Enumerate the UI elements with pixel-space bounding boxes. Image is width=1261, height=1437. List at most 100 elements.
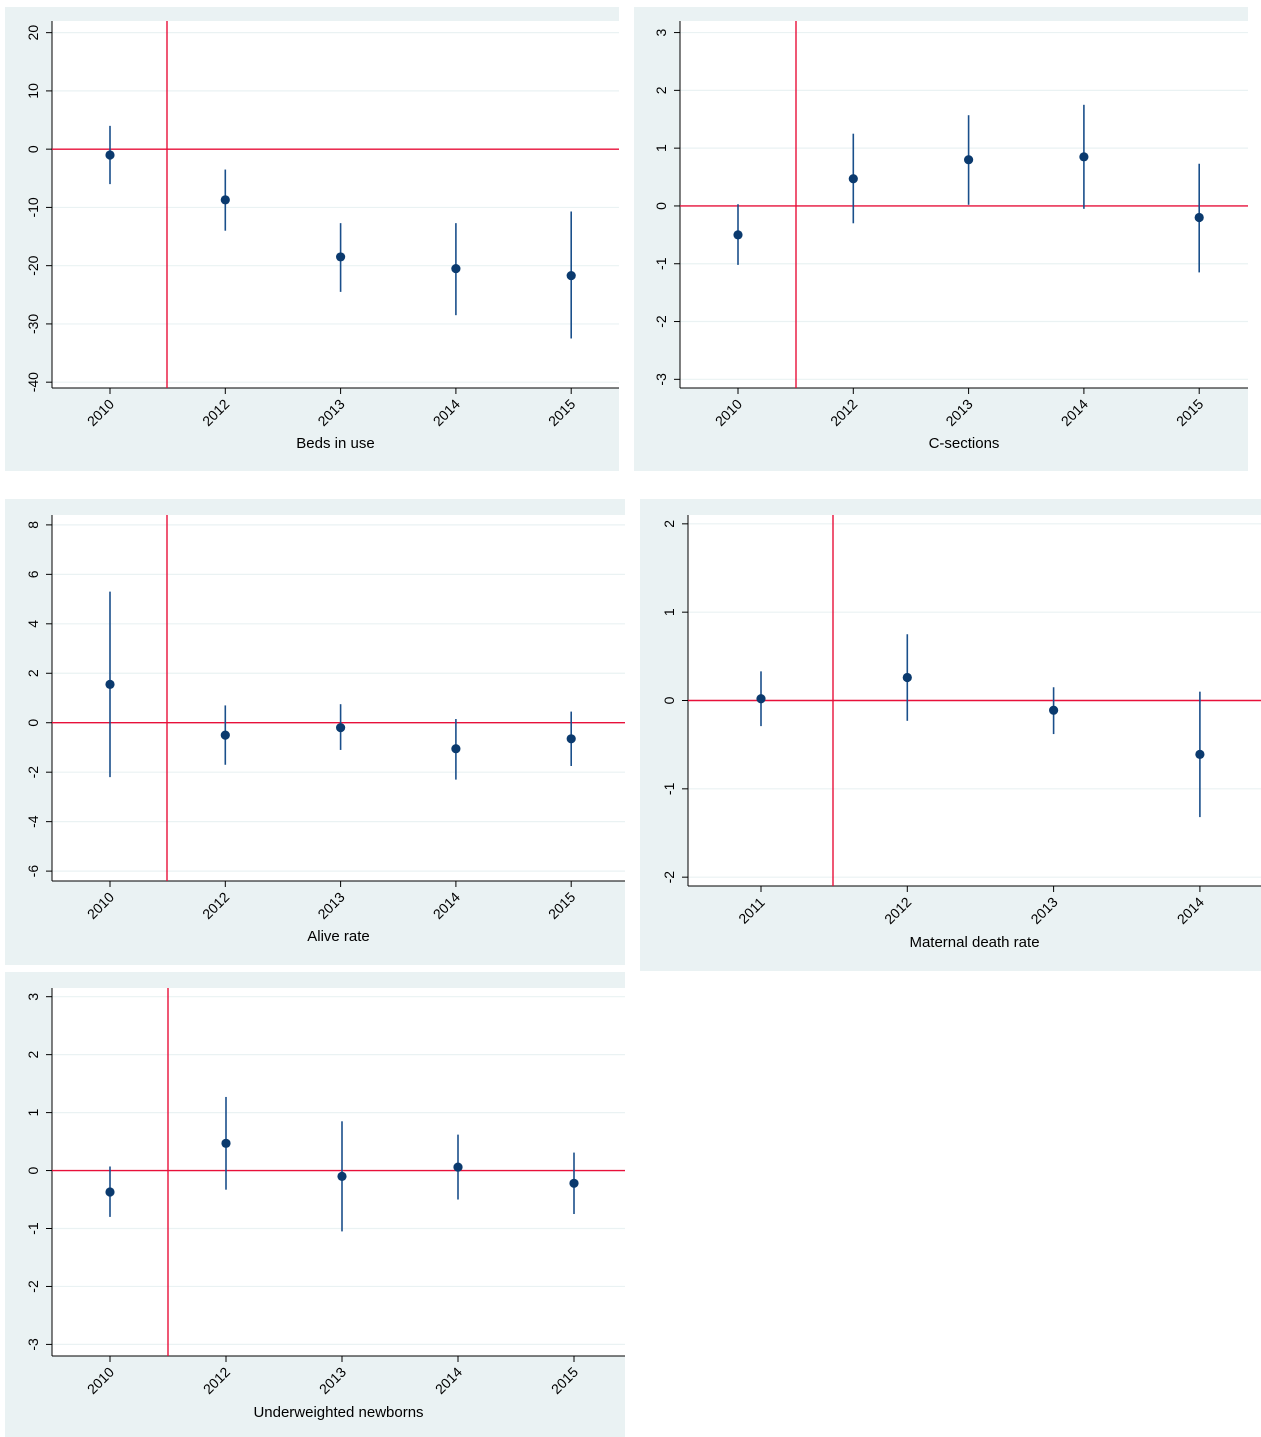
panel-beds-in-use: 20 10 0 -10 -20 -30 -40 2010 2012 2013 2014 2015 Bed… — [5, 7, 619, 471]
x-tick-label: 2014 — [1058, 396, 1091, 429]
y-tick-label: 0 — [653, 202, 669, 210]
point-estimate — [105, 1187, 115, 1197]
y-tick-label: 0 — [661, 696, 677, 704]
point-estimate — [1079, 152, 1089, 162]
panel-c-sections: 3 2 1 0 -1 -2 -3 2010 2012 2013 2014 2015 C-sections — [634, 7, 1248, 471]
x-tick-label: 2010 — [84, 889, 117, 922]
point-estimate — [336, 723, 346, 733]
y-tick-label: -4 — [25, 815, 41, 828]
point-estimate — [848, 174, 858, 184]
y-tick-label: -1 — [653, 257, 669, 270]
x-axis-label: C-sections — [929, 435, 1000, 452]
point-estimate — [451, 263, 461, 274]
y-tick-label: 3 — [25, 993, 41, 1001]
point-estimate — [566, 270, 576, 281]
chart-c-sections: 3 2 1 0 -1 -2 -3 2010 2012 2013 2014 2015 C-sections — [653, 21, 1248, 452]
point-estimate — [453, 1162, 463, 1172]
x-tick-label: 2014 — [430, 889, 463, 922]
y-tick-label: -3 — [653, 373, 669, 386]
x-axis-label: Alive rate — [307, 928, 370, 945]
x-axis-label: Beds in use — [296, 435, 374, 452]
x-tick-label: 2014 — [430, 396, 463, 429]
point-estimate — [566, 734, 576, 744]
y-tick-label: 20 — [25, 25, 41, 41]
x-tick-label: 2013 — [314, 396, 347, 429]
y-tick-label: -2 — [661, 871, 677, 884]
x-tick-label: 2011 — [735, 894, 768, 927]
y-tick-label: 4 — [25, 620, 41, 628]
y-tick-label: 0 — [25, 1166, 41, 1174]
y-tick-label: 10 — [25, 83, 41, 99]
y-tick-label: -40 — [25, 372, 41, 392]
y-tick-label: -2 — [653, 315, 669, 328]
point-estimate — [733, 230, 743, 240]
y-tick-label: 1 — [661, 608, 677, 616]
y-tick-label: -2 — [25, 766, 41, 779]
plot-area — [52, 988, 625, 1356]
y-tick-label: 0 — [25, 719, 41, 727]
x-tick-label: 2013 — [1027, 894, 1060, 927]
x-tick-label: 2015 — [1173, 396, 1206, 429]
x-tick-label: 2014 — [432, 1364, 465, 1397]
x-tick-label: 2013 — [314, 889, 347, 922]
x-tick-label: 2010 — [84, 396, 117, 429]
x-tick-label: 2015 — [545, 889, 578, 922]
y-tick-label: 8 — [25, 521, 41, 529]
x-tick-label: 2012 — [199, 889, 232, 922]
point-estimate — [902, 672, 912, 683]
x-tick-label: 2013 — [316, 1364, 349, 1397]
point-estimate — [337, 1171, 347, 1181]
x-tick-label: 2010 — [84, 1364, 117, 1397]
y-tick-label: 1 — [653, 144, 669, 152]
plot-area — [52, 515, 625, 881]
point-estimate — [1049, 705, 1059, 715]
chart-underweighted-newborns: 3 2 1 0 -1 -2 -3 2010 2012 2013 2014 2015 Underweigh… — [25, 988, 625, 1421]
y-tick-label: 2 — [25, 1051, 41, 1059]
point-estimate — [756, 694, 766, 704]
y-tick-label: -3 — [25, 1338, 41, 1351]
x-axis-label: Underweighted newborns — [253, 1404, 423, 1421]
x-tick-label: 2014 — [1174, 894, 1207, 927]
x-tick-label: 2010 — [712, 396, 745, 429]
y-tick-label: -6 — [25, 865, 41, 878]
point-estimate — [105, 150, 115, 160]
x-tick-label: 2012 — [199, 396, 232, 429]
panel-alive-rate: 8 6 4 2 0 -2 -4 -6 2010 2012 2013 2014 2015 Alive rat… — [5, 499, 625, 965]
y-tick-label: -1 — [661, 782, 677, 795]
chart-maternal-death-rate: 2 1 0 -1 -2 2011 2012 2013 2014 Maternal death ra… — [661, 515, 1261, 951]
panel-maternal-death-rate: 2 1 0 -1 -2 2011 2012 2013 2014 Maternal death ra… — [640, 499, 1261, 971]
point-estimate — [105, 679, 115, 689]
chart-alive-rate: 8 6 4 2 0 -2 -4 -6 2010 2012 2013 2014 2015 Alive rat… — [25, 515, 625, 945]
x-tick-label: 2015 — [545, 396, 578, 429]
x-axis-label: Maternal death rate — [909, 934, 1039, 951]
point-estimate — [220, 195, 230, 205]
plot-area — [680, 21, 1248, 388]
point-estimate — [336, 252, 346, 262]
y-tick-label: 2 — [653, 86, 669, 94]
x-tick-label: 2012 — [200, 1364, 233, 1397]
y-tick-label: -20 — [25, 255, 41, 275]
y-tick-label: -30 — [25, 314, 41, 334]
point-estimate — [220, 730, 230, 740]
y-tick-label: -1 — [25, 1222, 41, 1235]
panel-underweighted-newborns: 3 2 1 0 -1 -2 -3 2010 2012 2013 2014 2015 Underweigh… — [5, 972, 625, 1437]
point-estimate — [964, 155, 974, 165]
y-tick-label: 2 — [25, 669, 41, 677]
y-tick-label: 3 — [653, 28, 669, 36]
x-tick-label: 2015 — [548, 1364, 581, 1397]
point-estimate — [1194, 212, 1204, 223]
y-tick-label: 1 — [25, 1108, 41, 1116]
y-tick-label: -2 — [25, 1280, 41, 1293]
x-tick-label: 2012 — [881, 894, 914, 927]
x-tick-label: 2012 — [827, 396, 860, 429]
x-tick-label: 2013 — [942, 396, 975, 429]
y-tick-label: -10 — [25, 197, 41, 217]
y-tick-label: 0 — [25, 145, 41, 153]
point-estimate — [451, 744, 461, 754]
point-estimate — [221, 1138, 231, 1148]
y-tick-label: 2 — [661, 520, 677, 528]
y-tick-label: 6 — [25, 570, 41, 578]
plot-area — [52, 21, 619, 388]
point-estimate — [569, 1178, 579, 1188]
